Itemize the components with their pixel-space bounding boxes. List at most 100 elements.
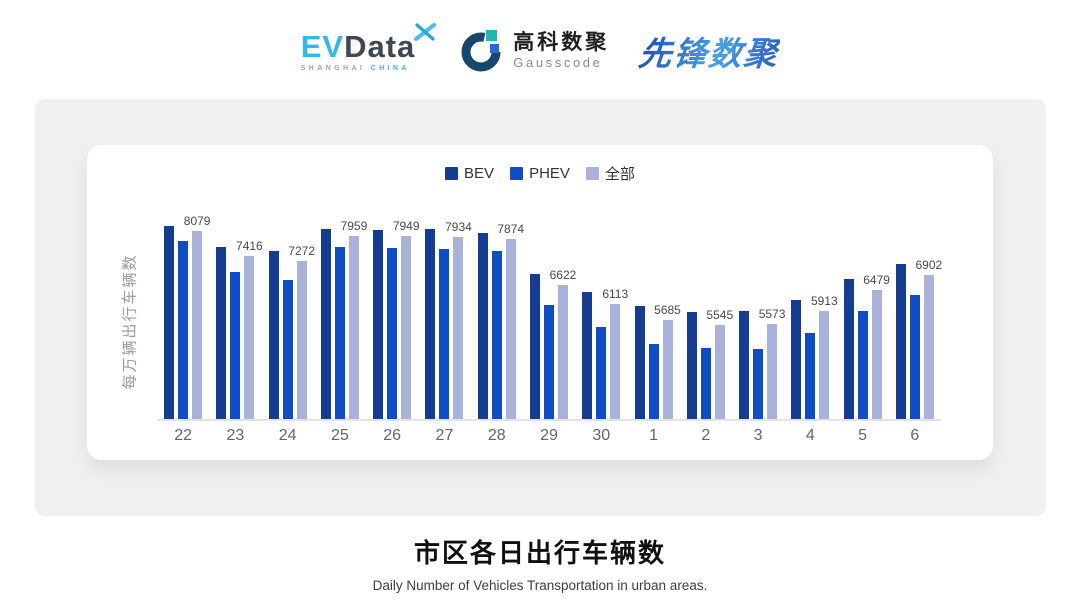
bar-group: 6902 bbox=[890, 197, 943, 419]
bar-group: 7949 bbox=[367, 197, 420, 419]
bar-value-label: 5913 bbox=[810, 294, 838, 308]
bar-全部 bbox=[348, 236, 359, 419]
x-tick-label: 23 bbox=[226, 427, 245, 444]
bar-BEV bbox=[582, 292, 593, 419]
bar-全部 bbox=[871, 290, 882, 419]
bar-全部 bbox=[401, 236, 412, 419]
bar-group: 7874 bbox=[472, 197, 525, 419]
bar-group: 7416 bbox=[210, 197, 263, 419]
x-tick-label: 25 bbox=[331, 427, 349, 444]
bar-BEV bbox=[268, 251, 279, 419]
bar-group: 7959 bbox=[315, 197, 367, 419]
bar-BEV bbox=[843, 279, 854, 419]
bar-全部 bbox=[819, 311, 830, 419]
bar-value-label: 7416 bbox=[236, 239, 263, 253]
chart-title: 市区各日出行车辆数 bbox=[413, 538, 666, 568]
bar-PHEV bbox=[753, 349, 764, 419]
bar-value-label: 6622 bbox=[549, 268, 577, 282]
gausscode-en-text: Gausscode bbox=[513, 55, 603, 71]
bar-全部 bbox=[244, 256, 255, 419]
bar-BEV bbox=[686, 312, 697, 419]
x-tick-label: 5 bbox=[858, 427, 868, 444]
x-tick-label: 22 bbox=[174, 427, 193, 444]
legend-item-BEV[interactable]: BEV bbox=[445, 165, 494, 182]
x-tick-label: 28 bbox=[487, 427, 506, 444]
chart-area: 每万辆出行车辆数 8079 7416 7272 7959 7949 7934 7874 662… bbox=[87, 197, 993, 445]
bar-value-label: 7874 bbox=[497, 222, 525, 236]
chart-subtitle: Daily Number of Vehicles Transportation … bbox=[372, 578, 708, 593]
x-axis-line bbox=[157, 419, 941, 421]
bar-group: 7934 bbox=[419, 197, 472, 419]
legend-swatch-icon bbox=[445, 166, 459, 180]
x-tick-label: 29 bbox=[540, 427, 558, 444]
bar-全部 bbox=[767, 324, 778, 419]
bar-value-label: 6479 bbox=[863, 273, 890, 287]
bar-全部 bbox=[453, 237, 464, 419]
chart-legend: BEV PHEV 全部 bbox=[87, 163, 993, 183]
x-tick-label: 4 bbox=[805, 427, 815, 444]
bar-全部 bbox=[662, 320, 673, 419]
bar-group: 5573 bbox=[733, 197, 785, 419]
bar-全部 bbox=[610, 304, 621, 419]
bar-全部 bbox=[557, 285, 568, 419]
bar-BEV bbox=[425, 229, 436, 419]
legend-swatch-icon bbox=[585, 166, 599, 180]
bar-group: 7272 bbox=[263, 197, 316, 419]
evdata-sub-text: SHANGHAI CHINA bbox=[300, 64, 410, 72]
x-tick-label: 2 bbox=[701, 427, 711, 444]
logo-header: EVData SHANGHAI CHINA 高科数聚 Gausscode 先锋数… bbox=[0, 16, 1080, 86]
evdata-data-text: Data bbox=[344, 28, 416, 64]
evdata-ev-text: EV bbox=[300, 28, 345, 64]
bar-BEV bbox=[477, 233, 488, 419]
crossed-wings-x-icon bbox=[414, 22, 437, 41]
bar-group: 8079 bbox=[158, 197, 210, 419]
bar-PHEV bbox=[700, 348, 711, 419]
bar-group: 6113 bbox=[576, 197, 629, 419]
bar-value-label: 5685 bbox=[654, 303, 681, 317]
gausscode-cn-text: 高科数聚 bbox=[513, 31, 610, 55]
legend-item-全部[interactable]: 全部 bbox=[585, 163, 635, 184]
bar-value-label: 6902 bbox=[915, 258, 943, 272]
bar-value-label: 6113 bbox=[602, 287, 629, 301]
bar-PHEV bbox=[439, 249, 450, 419]
bar-chart-plot: 8079 7416 7272 7959 7949 7934 7874 6622 6113 5685… bbox=[157, 197, 943, 445]
bar-PHEV bbox=[178, 241, 189, 419]
pioneer-logo: 先锋数聚 bbox=[637, 27, 782, 75]
y-axis-label: 每万辆出行车辆数 bbox=[121, 252, 139, 390]
bar-PHEV bbox=[909, 295, 920, 419]
chart-card: BEV PHEV 全部 每万辆出行车辆数 8079 7416 7272 7959 7949 7… bbox=[87, 145, 993, 460]
x-tick-label: 1 bbox=[649, 427, 658, 444]
x-tick-label: 24 bbox=[278, 427, 297, 444]
x-tick-label: 6 bbox=[910, 427, 920, 444]
bar-group: 6479 bbox=[838, 197, 890, 419]
legend-item-PHEV[interactable]: PHEV bbox=[510, 165, 570, 182]
x-tick-label: 3 bbox=[753, 427, 763, 444]
x-tick-label: 30 bbox=[592, 427, 611, 444]
bar-全部 bbox=[296, 261, 307, 419]
bar-PHEV bbox=[543, 305, 554, 419]
legend-label: 全部 bbox=[604, 165, 635, 183]
bar-PHEV bbox=[387, 248, 398, 419]
legend-swatch-icon bbox=[510, 166, 524, 180]
g-arc-squares-icon bbox=[461, 30, 501, 72]
bar-value-label: 5545 bbox=[706, 308, 734, 322]
chart-title-block: 市区各日出行车辆数 Daily Number of Vehicles Trans… bbox=[0, 533, 1080, 593]
bar-PHEV bbox=[596, 327, 607, 419]
evdata-logo-text: EVData bbox=[301, 31, 416, 62]
bar-PHEV bbox=[648, 344, 659, 419]
bar-BEV bbox=[373, 230, 384, 419]
legend-label: BEV bbox=[464, 164, 495, 182]
bar-value-label: 7272 bbox=[288, 244, 316, 258]
bar-PHEV bbox=[334, 247, 345, 419]
bar-PHEV bbox=[282, 280, 293, 419]
bar-全部 bbox=[505, 239, 516, 419]
bar-全部 bbox=[192, 231, 203, 419]
bar-BEV bbox=[216, 247, 227, 419]
gausscode-logo-text: 高科数聚 Gausscode bbox=[513, 31, 609, 71]
chart-panel: BEV PHEV 全部 每万辆出行车辆数 8079 7416 7272 7959 7949 7… bbox=[35, 99, 1046, 516]
bar-group: 5545 bbox=[681, 197, 734, 419]
bar-group: 5913 bbox=[785, 197, 838, 419]
bar-value-label: 7949 bbox=[392, 219, 420, 233]
legend-label: PHEV bbox=[529, 164, 570, 182]
bar-全部 bbox=[714, 325, 725, 419]
